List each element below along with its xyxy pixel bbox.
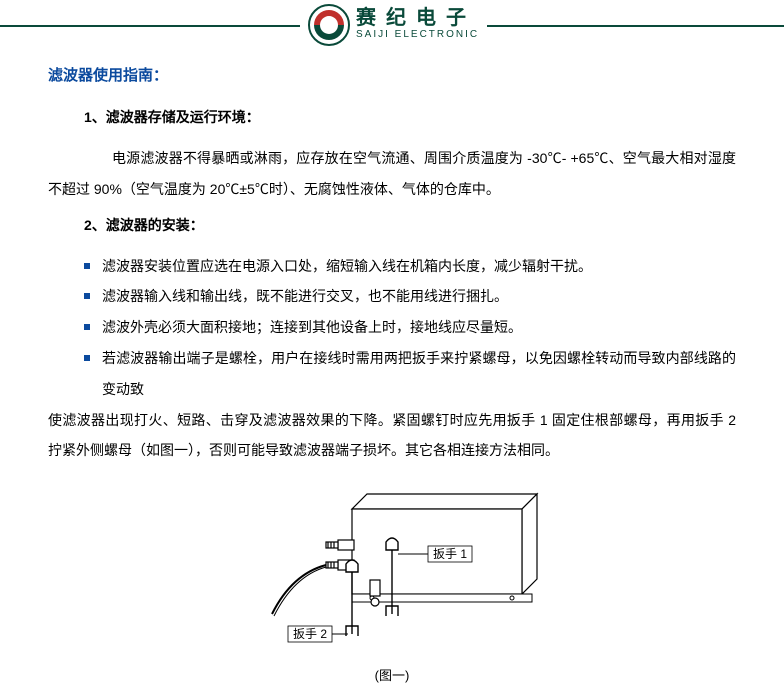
diagram-icon: 扳手 1 扳手 2 [242, 484, 542, 654]
section2-bullet-list: 滤波器安装位置应选在电源入口处，缩短输入线在机箱内长度，减少辐射干扰。 滤波器输… [84, 251, 736, 405]
section2-continued: 使滤波器出现打火、短路、击穿及滤波器效果的下降。紧固螺钉时应先用扳手 1 固定住… [48, 405, 736, 467]
list-item: 滤波器安装位置应选在电源入口处，缩短输入线在机箱内长度，减少辐射干扰。 [84, 251, 736, 282]
list-item: 滤波器输入线和输出线，既不能进行交叉，也不能用线进行捆扎。 [84, 281, 736, 312]
wrench2-label: 扳手 2 [293, 627, 327, 641]
figure-1: 扳手 1 扳手 2 (图一) [48, 484, 736, 684]
section2-heading: 2、滤波器的安装： [84, 215, 736, 235]
list-item: 滤波外壳必须大面积接地；连接到其他设备上时，接地线应尽量短。 [84, 312, 736, 343]
section1-paragraph: 电源滤波器不得暴晒或淋雨，应存放在空气流通、周围介质温度为 -30℃- +65℃… [48, 143, 736, 205]
list-item: 若滤波器输出端子是螺栓，用户在接线时需用两把扳手来拧紧螺母，以免因螺栓转动而导致… [84, 343, 736, 405]
section1-heading: 1、滤波器存储及运行环境： [84, 107, 736, 127]
logo-icon [308, 4, 350, 46]
doc-title: 滤波器使用指南： [48, 64, 736, 85]
logo-block: 赛纪电子 SAIJI ELECTRONIC [300, 4, 487, 46]
logo-text: 赛纪电子 SAIJI ELECTRONIC [356, 8, 479, 42]
wrench1-label: 扳手 1 [433, 547, 467, 561]
document-body: 滤波器使用指南： 1、滤波器存储及运行环境： 电源滤波器不得暴晒或淋雨，应存放在… [0, 50, 784, 684]
page-header: 赛纪电子 SAIJI ELECTRONIC [0, 0, 784, 50]
brand-name-en: SAIJI ELECTRONIC [356, 28, 479, 42]
brand-name-cn: 赛纪电子 [356, 8, 479, 28]
figure-caption: (图一) [48, 665, 736, 684]
